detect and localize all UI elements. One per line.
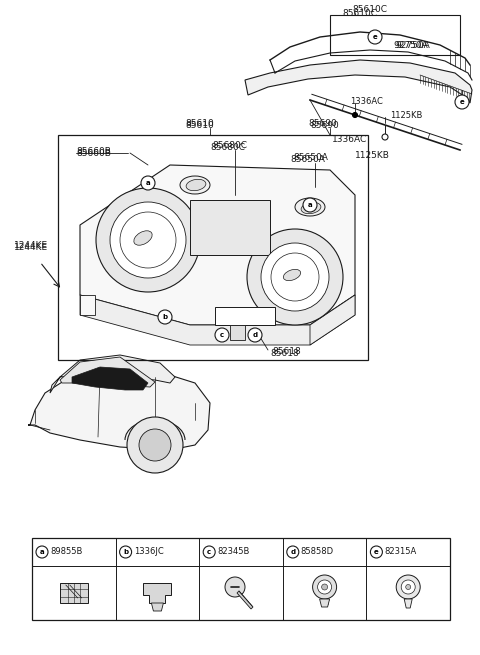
Circle shape	[382, 134, 388, 140]
Text: 1125KB: 1125KB	[355, 151, 390, 160]
Circle shape	[455, 95, 469, 109]
Circle shape	[352, 113, 358, 117]
Circle shape	[318, 580, 332, 594]
Ellipse shape	[301, 202, 321, 214]
Bar	[60, 583, 88, 603]
Text: 1336AC: 1336AC	[332, 136, 367, 145]
Text: b: b	[123, 549, 128, 555]
Circle shape	[322, 584, 327, 590]
Circle shape	[261, 243, 329, 311]
Polygon shape	[72, 367, 148, 390]
Circle shape	[127, 417, 183, 473]
Circle shape	[225, 577, 245, 597]
Circle shape	[248, 328, 262, 342]
Text: c: c	[220, 332, 224, 338]
Text: c: c	[207, 549, 211, 555]
Text: 85618: 85618	[272, 348, 301, 356]
Polygon shape	[80, 295, 355, 345]
Text: a: a	[308, 202, 312, 208]
Bar	[190, 200, 270, 255]
Bar	[230, 325, 245, 340]
Text: 1336JC: 1336JC	[133, 548, 163, 557]
Text: 89855B: 89855B	[50, 548, 83, 557]
Text: 85660B: 85660B	[76, 149, 111, 157]
Text: e: e	[460, 99, 464, 105]
Polygon shape	[151, 603, 163, 611]
Text: 92750A: 92750A	[395, 41, 430, 50]
Text: 85690: 85690	[310, 121, 339, 130]
Text: 85650A: 85650A	[293, 153, 328, 162]
Text: 85660B: 85660B	[76, 147, 111, 155]
Circle shape	[303, 198, 317, 212]
Text: 85650A: 85650A	[290, 155, 325, 164]
Text: 1336AC: 1336AC	[350, 96, 383, 105]
Polygon shape	[60, 357, 155, 387]
Circle shape	[139, 429, 171, 461]
Text: d: d	[252, 332, 258, 338]
Bar	[32, 538, 450, 620]
Polygon shape	[50, 355, 175, 393]
Text: 82345B: 82345B	[217, 548, 250, 557]
Circle shape	[401, 580, 415, 594]
Polygon shape	[28, 369, 210, 450]
Ellipse shape	[295, 198, 325, 216]
Circle shape	[110, 202, 186, 278]
Text: a: a	[40, 549, 44, 555]
Circle shape	[120, 546, 132, 558]
Text: 85690: 85690	[308, 119, 337, 128]
Text: 85680C: 85680C	[210, 143, 245, 151]
Circle shape	[287, 546, 299, 558]
Polygon shape	[310, 295, 355, 345]
Circle shape	[120, 212, 176, 268]
Text: 85618: 85618	[270, 348, 299, 358]
Circle shape	[215, 328, 229, 342]
Circle shape	[271, 253, 319, 301]
Text: a: a	[146, 180, 150, 186]
Text: e: e	[374, 549, 379, 555]
Text: 85610: 85610	[185, 121, 214, 130]
Polygon shape	[237, 591, 253, 609]
Polygon shape	[80, 165, 355, 325]
Circle shape	[396, 575, 420, 599]
Polygon shape	[404, 599, 412, 608]
Text: 82315A: 82315A	[384, 548, 417, 557]
Text: 85610: 85610	[185, 119, 214, 128]
Text: 1244KE: 1244KE	[14, 242, 48, 252]
Circle shape	[406, 584, 411, 590]
Text: d: d	[290, 549, 295, 555]
Bar	[215, 307, 275, 325]
Circle shape	[371, 546, 383, 558]
Ellipse shape	[186, 179, 206, 191]
Circle shape	[96, 188, 200, 292]
Ellipse shape	[180, 176, 210, 194]
Text: 92750A: 92750A	[393, 41, 428, 50]
Text: 1244KE: 1244KE	[14, 240, 48, 250]
Polygon shape	[144, 583, 171, 603]
Text: 85610C: 85610C	[342, 9, 377, 18]
Bar	[330, 15, 460, 55]
Circle shape	[158, 310, 172, 324]
Circle shape	[36, 546, 48, 558]
Text: 1125KB: 1125KB	[390, 111, 422, 119]
Text: b: b	[162, 314, 168, 320]
Ellipse shape	[283, 269, 300, 280]
Polygon shape	[320, 599, 330, 607]
Circle shape	[141, 176, 155, 190]
Circle shape	[368, 30, 382, 44]
Circle shape	[203, 546, 215, 558]
Text: 85858D: 85858D	[301, 548, 334, 557]
Ellipse shape	[134, 231, 152, 245]
Circle shape	[312, 575, 336, 599]
Bar	[58, 135, 368, 360]
Text: e: e	[372, 34, 377, 40]
Text: 85610C: 85610C	[352, 5, 387, 14]
Polygon shape	[80, 295, 95, 315]
Polygon shape	[245, 60, 472, 103]
Text: 85680C: 85680C	[212, 141, 247, 149]
Circle shape	[247, 229, 343, 325]
